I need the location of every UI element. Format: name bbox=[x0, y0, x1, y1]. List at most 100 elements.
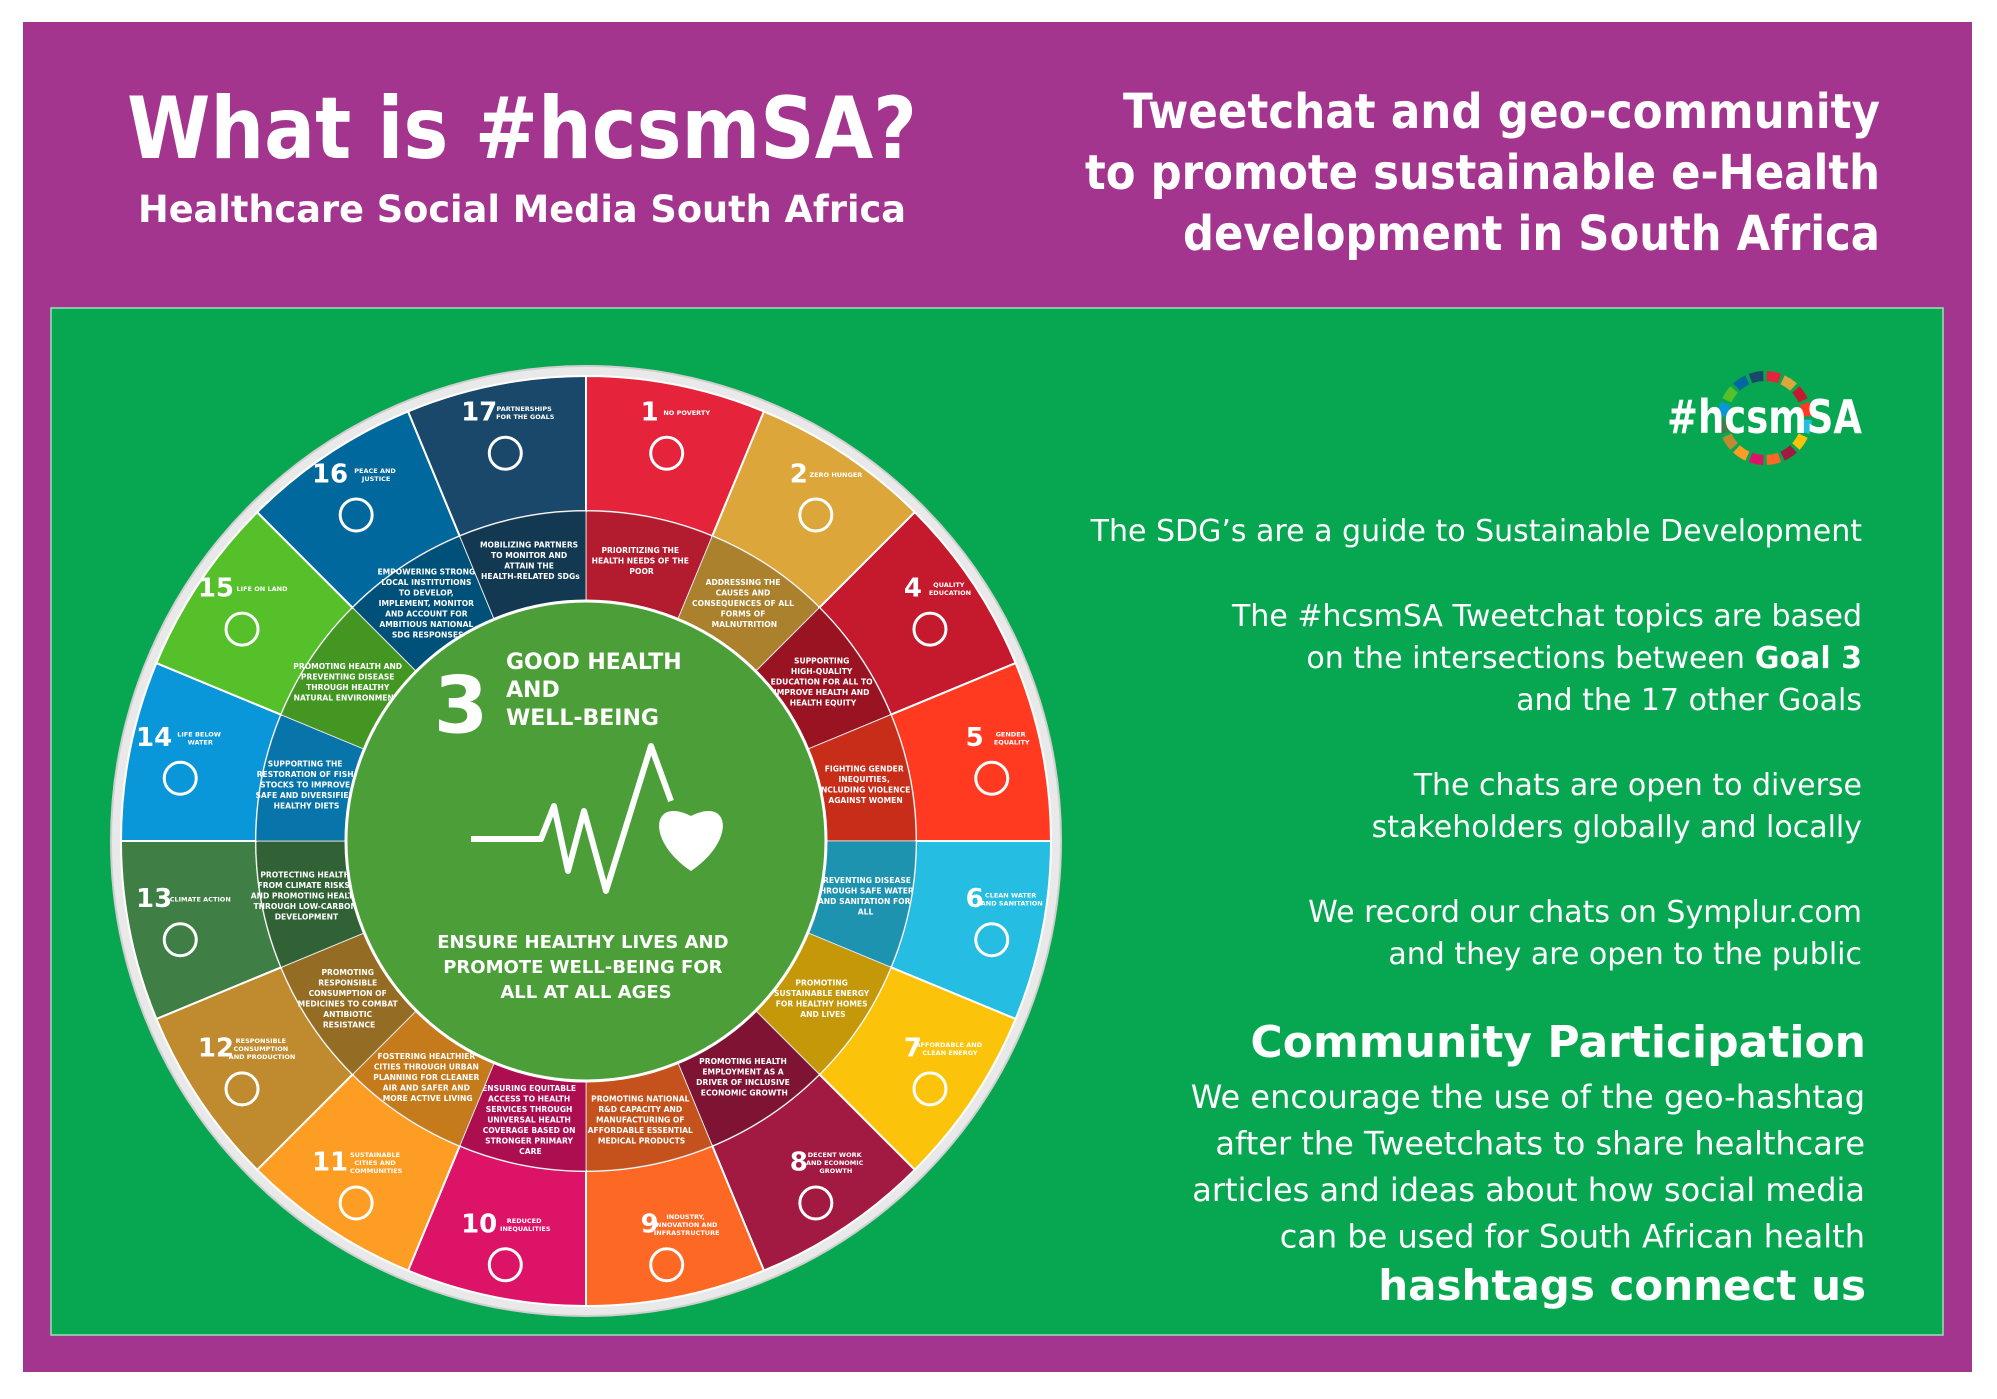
subtitle: Healthcare Social Media South Africa bbox=[138, 188, 906, 231]
goal-band-shade bbox=[352, 1010, 495, 1146]
logo-ring-segment bbox=[1780, 375, 1797, 391]
body-line: can be used for South African health bbox=[1280, 1218, 1865, 1256]
goal-number: 12 bbox=[198, 1033, 234, 1063]
center-text: ENSURE HEALTHY LIVES AND PROMOTE WELL-BE… bbox=[437, 932, 735, 1003]
goal-name: CLEAN WATER AND SANITATION bbox=[981, 892, 1043, 908]
goal-icon bbox=[487, 1247, 523, 1283]
goal-number: 15 bbox=[198, 574, 234, 604]
goal-icon bbox=[224, 611, 260, 647]
goal-band-shade bbox=[459, 511, 586, 620]
body-line: We encourage the use of the geo-hashtag bbox=[1191, 1078, 1865, 1116]
goal-target: ENSURING EQUITABLE ACCESS TO HEALTH SERV… bbox=[482, 1084, 579, 1156]
closing: hashtags connect us bbox=[1378, 1261, 1866, 1310]
goal-target: PROTECTING HEALTH FROM CLIMATE RISKS, AN… bbox=[251, 871, 362, 922]
goal-target: PROMOTING HEALTH AND PREVENTING DISEASE … bbox=[293, 662, 404, 703]
goal-icon bbox=[162, 760, 198, 796]
goal-number: 1 bbox=[641, 398, 659, 428]
tagline-line: development in South Africa bbox=[1183, 206, 1880, 262]
goal-number: 14 bbox=[136, 723, 172, 753]
goal-target: PREVENTING DISEASE THROUGH SAFE WATER AN… bbox=[815, 876, 917, 917]
goal-icon bbox=[974, 922, 1010, 958]
goal-number: 9 bbox=[641, 1209, 659, 1239]
goal-name: DECENT WORK AND ECONOMIC GROWTH bbox=[806, 1151, 866, 1175]
goal-band-shade bbox=[807, 841, 916, 968]
line-strong: Goal 3 bbox=[1755, 641, 1862, 676]
logo: #hcsmSA bbox=[1667, 390, 1862, 444]
goal-number: 5 bbox=[966, 723, 984, 753]
logo-ring-segment bbox=[1766, 452, 1782, 465]
logo-ring-segment bbox=[1748, 452, 1764, 465]
text-panel: #hcsmSA The SDG’s are a guide to Sustaina… bbox=[1090, 371, 1866, 1310]
body-line: articles and ideas about how social medi… bbox=[1192, 1171, 1865, 1209]
goal-number: 4 bbox=[904, 574, 922, 604]
line-text: on the intersections between bbox=[1306, 641, 1745, 676]
goal-name: REDUCED INEQUALITIES bbox=[500, 1217, 551, 1233]
logo-ring-segment bbox=[1722, 433, 1738, 450]
goal-name: ZERO HUNGER bbox=[809, 471, 862, 479]
logo-ring-segment bbox=[1766, 371, 1782, 384]
heart-icon bbox=[659, 811, 723, 871]
logo-ring-segment bbox=[1792, 433, 1808, 450]
logo-ring-segment bbox=[1748, 371, 1764, 384]
goal-band-shade bbox=[586, 511, 713, 620]
goal-icon bbox=[224, 1071, 260, 1107]
goal-target: SUPPORTING HIGH-QUALITY EDUCATION FOR AL… bbox=[771, 657, 876, 708]
goal-target: PROMOTING NATIONAL R&D CAPACITY AND MANU… bbox=[588, 1095, 696, 1146]
goal-target: SUPPORTING THE RESTORATION OF FISH STOCK… bbox=[255, 759, 357, 810]
goal-band-shade bbox=[281, 932, 417, 1075]
goal-target: FIGHTING GENDER INEQUITIES, INCLUDING VI… bbox=[818, 765, 913, 806]
goal-target: PROMOTING SUSTAINABLE ENERGY FOR HEALTHY… bbox=[774, 979, 872, 1020]
goal-icon bbox=[487, 435, 523, 471]
goal-name: GENDER EQUALITY bbox=[994, 730, 1030, 746]
logo-ring-segment bbox=[1733, 445, 1750, 461]
goal-band-shade bbox=[586, 1062, 713, 1171]
body-line: after the Tweetchats to share healthcare bbox=[1215, 1125, 1865, 1163]
goal-number: 11 bbox=[312, 1147, 348, 1177]
goal-band-shade bbox=[459, 1062, 586, 1171]
tagline-line: to promote sustainable e-Health bbox=[1085, 145, 1880, 201]
goal-band-shade bbox=[755, 607, 891, 750]
logo-ring-segment bbox=[1718, 419, 1731, 435]
goal-icon bbox=[798, 497, 834, 533]
goal-icon bbox=[798, 1185, 834, 1221]
goal-name: INDUSTRY, INNOVATION AND INFRASTRUCTURE bbox=[654, 1213, 720, 1237]
goal-band-shade bbox=[256, 714, 365, 841]
heartbeat-line bbox=[471, 743, 674, 894]
goal-band-shade bbox=[807, 714, 916, 841]
goal-band-shade bbox=[677, 536, 820, 672]
title: What is #hcsmSA? bbox=[127, 79, 917, 179]
goal-band-shade bbox=[755, 932, 891, 1075]
goal-number: 10 bbox=[461, 1209, 497, 1239]
goal-number: 7 bbox=[904, 1033, 922, 1063]
paragraph-line: The chats are open to diverse bbox=[1413, 768, 1862, 803]
paragraph-line: We record our chats on Symplur.com bbox=[1308, 895, 1862, 930]
goal-name: PEACE AND JUSTICE bbox=[354, 467, 398, 483]
goal-name: LIFE BELOW WATER bbox=[177, 730, 223, 746]
goal-number: 6 bbox=[966, 884, 984, 914]
logo-ring-segment bbox=[1799, 419, 1812, 435]
goal-number: 2 bbox=[790, 460, 808, 490]
goal-name: SUSTAINABLE CITIES AND COMMUNITIES bbox=[350, 1151, 403, 1175]
logo-ring-segment bbox=[1799, 401, 1812, 417]
goal-icon bbox=[912, 611, 948, 647]
paragraph-line: The #hcsmSA Tweetchat topics are based bbox=[1231, 599, 1862, 634]
paragraph-line: The SDG’s are a guide to Sustainable Dev… bbox=[1090, 514, 1863, 549]
paragraph-line: stakeholders globally and locally bbox=[1372, 810, 1862, 845]
goal-number: 16 bbox=[312, 460, 348, 490]
logo-ring-segment bbox=[1722, 386, 1738, 403]
section-heading: Community Participation bbox=[1250, 1017, 1866, 1068]
goal-icon bbox=[649, 1247, 685, 1283]
goal-icon bbox=[338, 497, 374, 533]
paragraph-line: on the intersections between Goal 3 bbox=[1306, 641, 1862, 676]
goal-number: 8 bbox=[790, 1147, 808, 1177]
goal-target: EMPOWERING STRONG LOCAL INSTITUTIONS TO … bbox=[377, 568, 477, 640]
paragraph-line: and they are open to the public bbox=[1388, 937, 1862, 972]
tagline-line: Tweetchat and geo-community bbox=[1123, 84, 1880, 140]
goal-name: QUALITY EDUCATION bbox=[929, 581, 971, 597]
goal-number: 13 bbox=[136, 884, 172, 914]
goal-name: NO POVERTY bbox=[663, 409, 710, 417]
goal-name: PARTNERSHIPS FOR THE GOALS bbox=[496, 405, 555, 421]
goal-name: RESPONSIBLE CONSUMPTION AND PRODUCTION bbox=[229, 1037, 296, 1061]
center-disc bbox=[344, 599, 828, 1083]
